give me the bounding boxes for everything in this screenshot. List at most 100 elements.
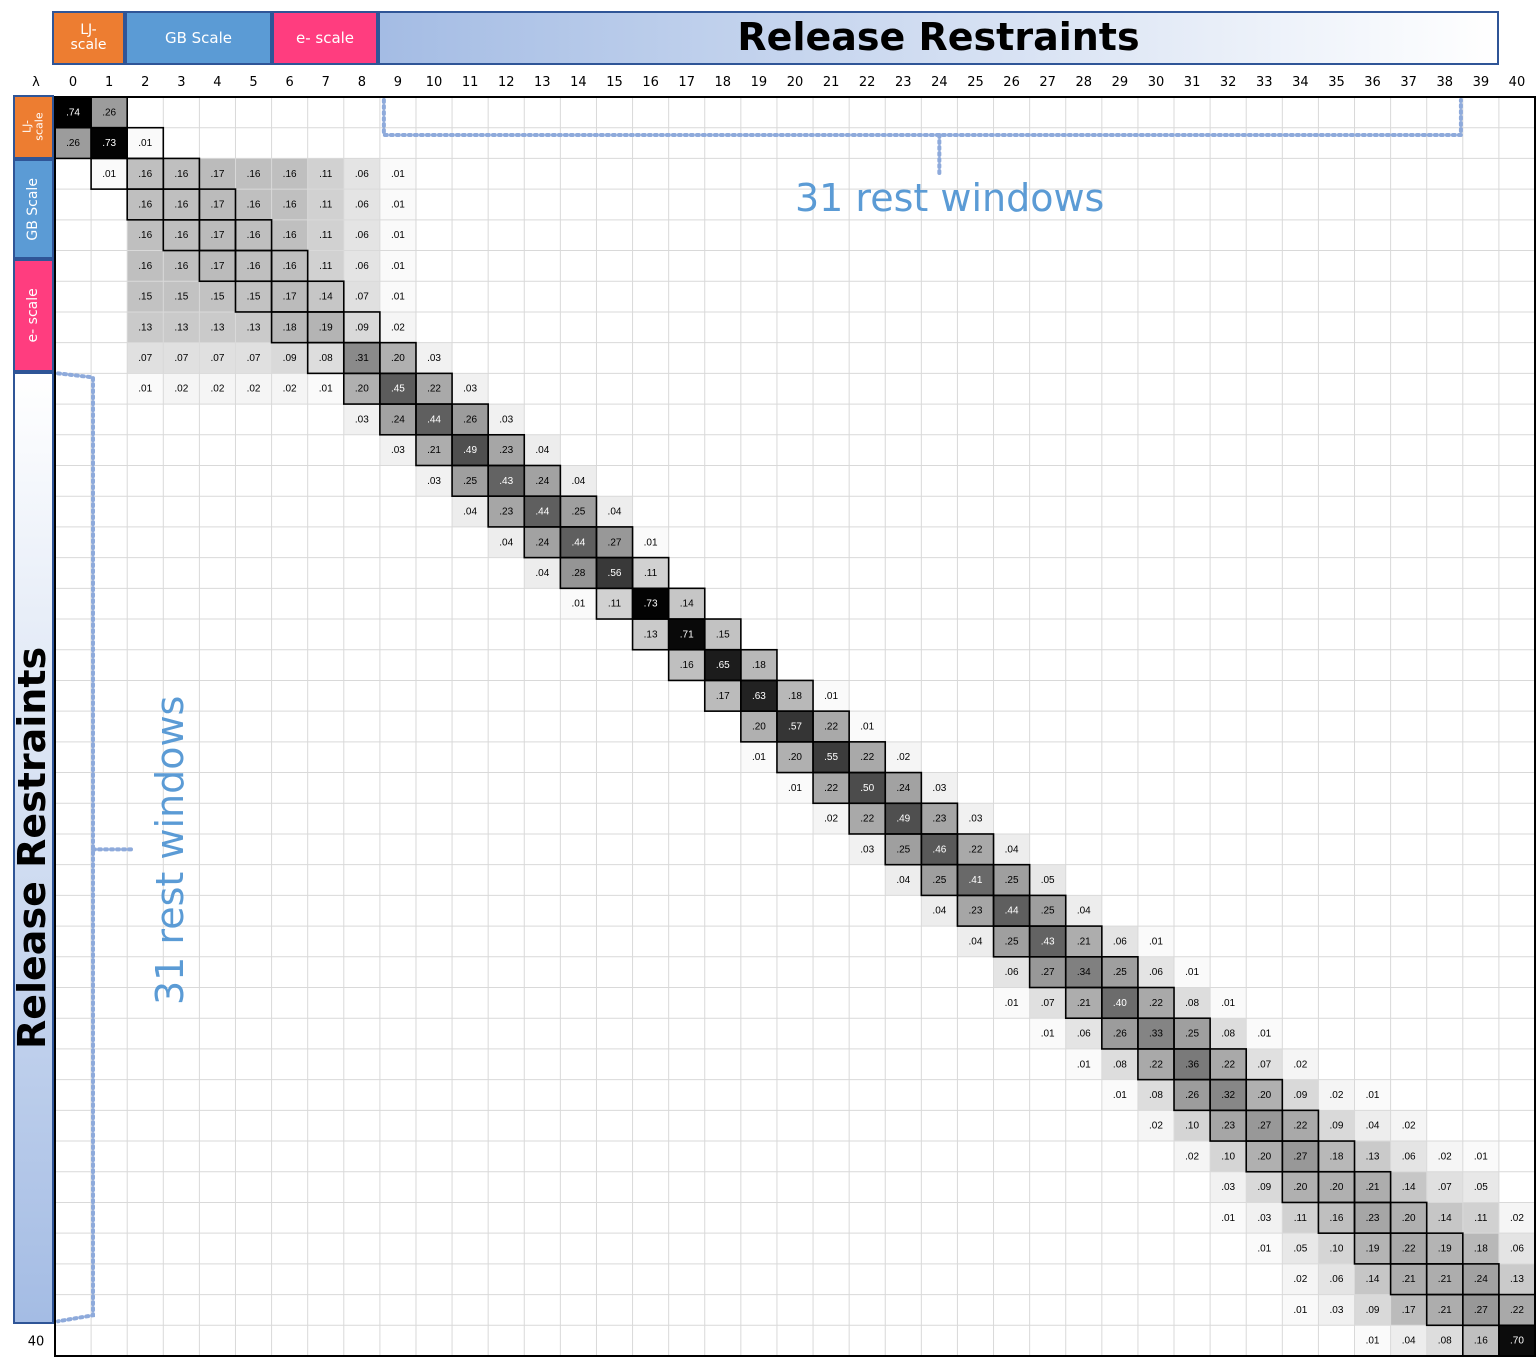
cell-value-label: .65 xyxy=(716,660,730,671)
cell-value-label: .22 xyxy=(860,752,874,763)
heatmap-cell xyxy=(1101,987,1138,1019)
cell-value-label: .06 xyxy=(1149,967,1163,978)
heatmap-cell xyxy=(849,772,886,804)
heatmap-cell xyxy=(307,250,344,282)
cell-value-label: .04 xyxy=(535,568,549,579)
cell-value-label: .08 xyxy=(1221,1029,1235,1040)
cell-value-label: .15 xyxy=(138,292,152,303)
heatmap-cell xyxy=(921,803,958,834)
heatmap-cell xyxy=(127,219,164,251)
cell-value-label: .03 xyxy=(1330,1305,1344,1316)
cell-value-label: .04 xyxy=(1366,1121,1380,1132)
cell-value-label: .14 xyxy=(319,292,333,303)
cell-value-label: .27 xyxy=(1474,1305,1488,1316)
cell-value-label: .02 xyxy=(1402,1121,1416,1132)
cell-value-label: .18 xyxy=(752,660,766,671)
top-band-e-label: e- scale xyxy=(295,28,355,47)
cell-value-label: .23 xyxy=(1366,1213,1380,1224)
heatmap-cell xyxy=(127,127,164,159)
heatmap-cell xyxy=(560,526,597,558)
heatmap-cell xyxy=(235,219,272,251)
cell-value-label: .01 xyxy=(1221,998,1235,1009)
x-tick-label: 21 xyxy=(823,75,840,90)
heatmap-cell xyxy=(55,97,92,128)
heatmap-cell xyxy=(596,526,633,558)
x-tick-label: 39 xyxy=(1473,75,1490,90)
heatmap-cell xyxy=(1390,1233,1427,1264)
cell-value-label: .24 xyxy=(535,476,549,487)
heatmap-cell xyxy=(343,189,380,220)
x-tick-label: 4 xyxy=(213,75,221,90)
cell-value-label: .16 xyxy=(283,169,297,180)
heatmap-cell xyxy=(776,741,814,773)
heatmap-cell xyxy=(55,127,92,159)
heatmap-cell xyxy=(1282,1048,1319,1080)
x-tick-label: 35 xyxy=(1328,75,1345,90)
heatmap-cell xyxy=(1318,1110,1355,1142)
cell-value-label: .16 xyxy=(283,261,297,272)
heatmap-cell xyxy=(415,342,453,374)
cell-value-label: .18 xyxy=(1474,1244,1488,1255)
x-tick-label: 10 xyxy=(426,75,443,90)
cell-value-label: .22 xyxy=(1293,1121,1307,1132)
heatmap-cell xyxy=(307,373,344,405)
heatmap-cell xyxy=(740,741,777,773)
heatmap-cell xyxy=(993,864,1030,896)
cell-value-label: .05 xyxy=(1041,875,1055,886)
cell-value-label: .04 xyxy=(608,507,622,518)
cell-value-label: .09 xyxy=(1293,1090,1307,1101)
heatmap-cell xyxy=(813,803,850,834)
heatmap-cell xyxy=(921,772,958,804)
cell-value-label: .13 xyxy=(247,322,261,333)
cell-value-label: .08 xyxy=(1149,1090,1163,1101)
cell-value-label: .18 xyxy=(1330,1151,1344,1162)
cell-value-label: .17 xyxy=(283,292,297,303)
heatmap-cell xyxy=(199,342,236,374)
heatmap-cell xyxy=(415,373,453,405)
cell-value-label: .17 xyxy=(210,261,224,272)
heatmap-cell xyxy=(379,404,416,435)
cell-value-label: .27 xyxy=(608,537,622,548)
heatmap-cell xyxy=(379,219,416,251)
cell-value-label: .16 xyxy=(174,199,188,210)
x-tick-label: 14 xyxy=(570,75,587,90)
heatmap-cell xyxy=(993,956,1030,988)
cell-value-label: .04 xyxy=(932,906,946,917)
heatmap-cell xyxy=(813,772,850,804)
heatmap-cell xyxy=(1137,1018,1175,1049)
heatmap-cell xyxy=(1065,956,1102,988)
cell-value-label: .23 xyxy=(1221,1121,1235,1132)
x-tick-label: 40 xyxy=(1509,75,1526,90)
heatmap-cell xyxy=(235,158,272,190)
top-band-gb-scale: GB Scale xyxy=(125,11,272,65)
cell-value-label: .03 xyxy=(463,384,477,395)
cell-value-label: .10 xyxy=(1185,1121,1199,1132)
heatmap-cell xyxy=(1029,895,1066,927)
heatmap-cell xyxy=(379,373,416,405)
cell-value-label: .20 xyxy=(1330,1182,1344,1193)
cell-value-label: .04 xyxy=(499,537,513,548)
heatmap-cell xyxy=(993,926,1030,957)
heatmap-cell xyxy=(379,158,416,190)
heatmap-cell xyxy=(1318,1263,1355,1295)
cell-value-label: .26 xyxy=(463,414,477,425)
cell-value-label: .49 xyxy=(896,814,910,825)
cell-value-label: .40 xyxy=(1113,998,1127,1009)
heatmap-cell xyxy=(1246,1202,1283,1234)
cell-value-label: .49 xyxy=(463,445,477,456)
heatmap-cell xyxy=(1354,1233,1391,1264)
cell-value-label: .22 xyxy=(1221,1059,1235,1070)
heatmap-cell xyxy=(1318,1202,1355,1234)
cell-value-label: .11 xyxy=(1294,1213,1308,1224)
cell-value-label: .03 xyxy=(391,445,405,456)
heatmap-cell xyxy=(1498,1294,1535,1326)
cell-value-label: .33 xyxy=(1149,1029,1163,1040)
heatmap-cell xyxy=(199,311,236,343)
cell-value-label: .15 xyxy=(210,292,224,303)
cell-value-label: .03 xyxy=(969,814,983,825)
heatmap-cell xyxy=(560,588,597,620)
x-tick-label: 28 xyxy=(1076,75,1093,90)
heatmap-cell xyxy=(343,311,380,343)
cell-value-label: .01 xyxy=(860,722,874,733)
heatmap-cell xyxy=(1065,926,1102,957)
